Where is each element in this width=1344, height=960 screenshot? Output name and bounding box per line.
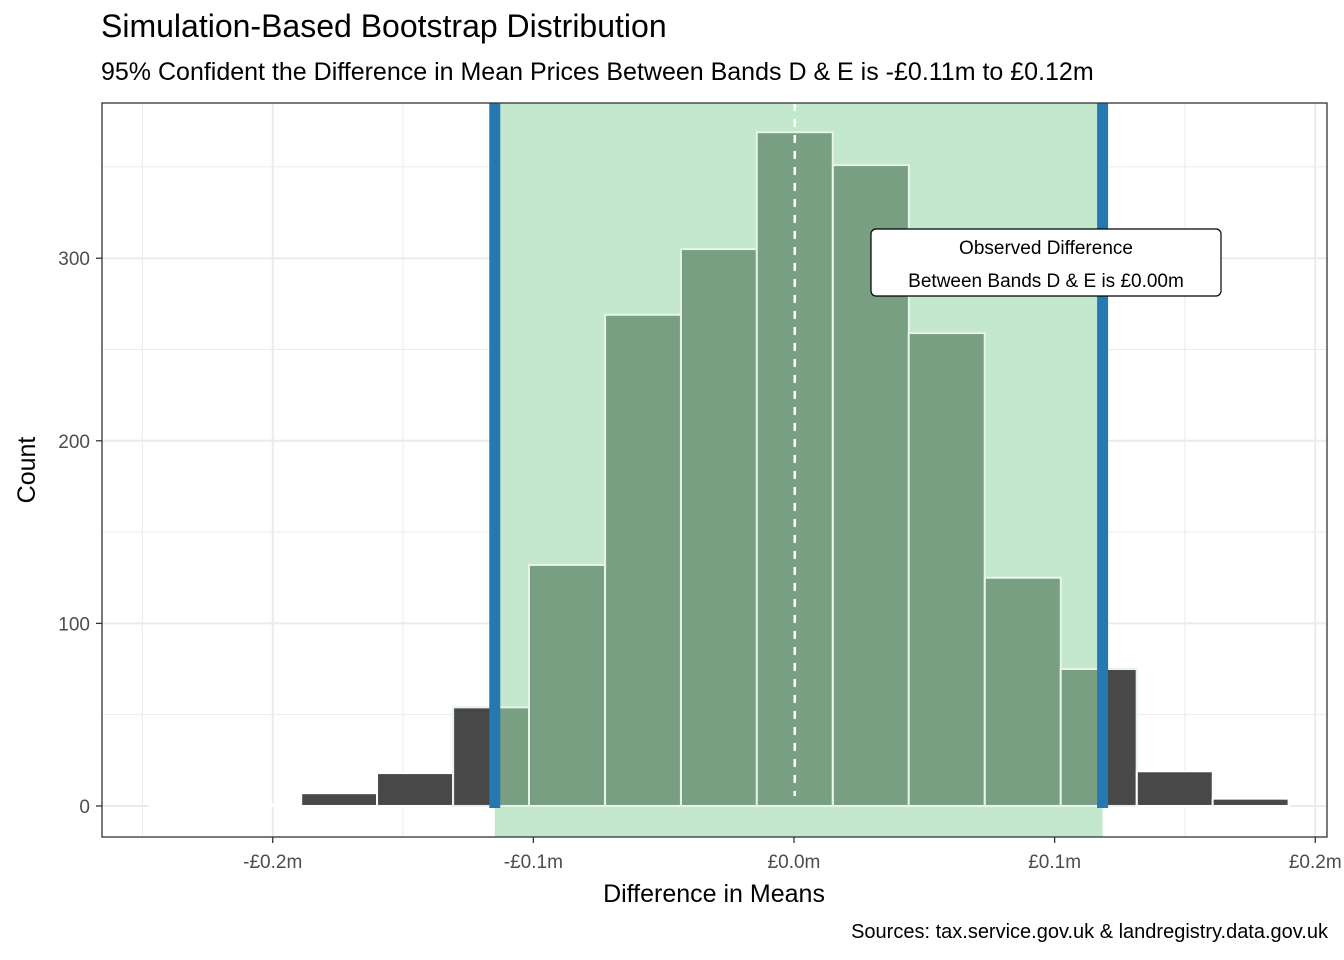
histogram-bar-fill (908, 333, 985, 806)
histogram-bar-fill (984, 577, 1061, 806)
histogram-bar-fill (377, 773, 454, 806)
plot-panel-border (101, 102, 1328, 838)
histogram-bar (148, 803, 227, 807)
observed-difference-annotation: Observed Difference Between Bands D & E … (870, 228, 1222, 297)
histogram-bar (907, 332, 986, 807)
y-axis-ticks: 0 100 200 300 (58, 249, 102, 818)
x-axis-ticks: -£0.2m -£0.1m £0.0m £0.1m £0.2m (243, 837, 1342, 873)
y-tick-label: 100 (58, 614, 90, 635)
chart-caption: Sources: tax.service.gov.uk & landregist… (851, 921, 1328, 943)
annotation-box (870, 228, 1222, 297)
histogram-bar-fill (1102, 669, 1137, 806)
annotation-line-2: Between Bands D & E is £0.00m (908, 271, 1184, 292)
histogram-bar-fill (605, 314, 682, 806)
histogram-bar-fill (1212, 798, 1289, 806)
histogram-bars (148, 131, 1290, 807)
x-tick-label: -£0.1m (504, 852, 563, 873)
histogram-bar-fill (301, 793, 378, 806)
histogram-bar (1211, 797, 1290, 807)
x-tick-label: -£0.2m (243, 852, 302, 873)
chart-title: Simulation-Based Bootstrap Distribution (101, 8, 667, 44)
y-tick-label: 300 (58, 249, 90, 270)
histogram-bar-fill (528, 564, 605, 806)
histogram-bar (1135, 770, 1214, 807)
histogram-bar-fill (756, 132, 833, 806)
histogram-bar-fill (1060, 669, 1103, 806)
annotation-line-1: Observed Difference (959, 238, 1133, 259)
x-tick-label: £0.1m (1028, 852, 1081, 873)
histogram-bar-fill (453, 707, 495, 806)
y-tick-label: 0 (79, 797, 90, 818)
x-axis-title: Difference in Means (603, 880, 825, 908)
reference-lines (489, 103, 1109, 808)
histogram-bar-fill (1136, 771, 1213, 806)
y-axis-title: Count (13, 437, 41, 504)
x-tick-label: £0.0m (768, 852, 821, 873)
histogram-bar-fill (680, 249, 757, 806)
histogram-bar-fill (494, 707, 530, 806)
x-tick-label: £0.2m (1289, 852, 1342, 873)
histogram-bar (224, 803, 303, 807)
y-tick-label: 200 (58, 432, 90, 453)
chart-subtitle: 95% Confident the Difference in Mean Pri… (101, 58, 1094, 86)
